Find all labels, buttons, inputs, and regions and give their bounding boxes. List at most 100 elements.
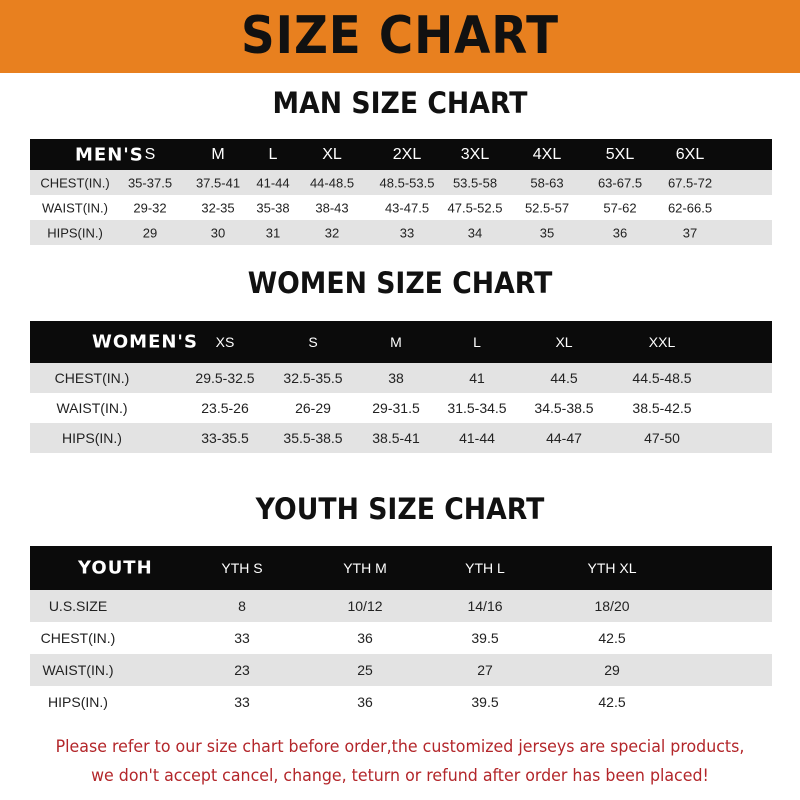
measurement-cell: 36 bbox=[612, 225, 628, 240]
measurement-cell: 38 bbox=[388, 370, 404, 386]
measurement-cell: 53.5-58 bbox=[452, 175, 498, 190]
measurement-cell: 38.5-41 bbox=[372, 430, 420, 446]
men-size-table: MEN'S S M L XL 2XL 3XL 4XL 5XL 6XL CHEST(IN.) 35-37… bbox=[30, 139, 772, 245]
measurement-cell: 34 bbox=[467, 225, 483, 240]
size-header-cell: YTH XL bbox=[587, 560, 637, 576]
measurement-cell: 35-37.5 bbox=[127, 175, 173, 190]
table-row: HIPS(IN.) 29 30 31 32 33 34 35 36 37 bbox=[30, 220, 772, 245]
measurement-cell: 39.5 bbox=[471, 630, 499, 646]
measurement-cell: 23 bbox=[234, 662, 250, 678]
measurement-cell: 39.5 bbox=[471, 694, 499, 710]
measurement-cell: 33-35.5 bbox=[201, 430, 249, 446]
table-row: WAIST(IN.) 23 25 27 29 bbox=[30, 654, 772, 686]
size-header-cell: L bbox=[268, 145, 278, 163]
measurement-cell: 32-35 bbox=[201, 200, 235, 215]
size-header-cell: 4XL bbox=[532, 145, 562, 163]
table-row: WAIST(IN.) 23.5-26 26-29 29-31.5 31.5-34.5 34… bbox=[30, 393, 772, 423]
table-title-cell: YOUTH bbox=[78, 557, 153, 579]
measurement-cell: 32 bbox=[324, 225, 340, 240]
measurement-cell: 36 bbox=[357, 630, 373, 646]
measurement-cell: 26-29 bbox=[295, 400, 331, 416]
measurement-cell: 48.5-53.5 bbox=[379, 175, 435, 190]
size-header-cell: XL bbox=[555, 334, 573, 350]
measurement-cell: 42.5 bbox=[598, 630, 626, 646]
measurement-cell: 31.5-34.5 bbox=[447, 400, 507, 416]
measurement-cell: 29-32 bbox=[133, 200, 167, 215]
measurement-cell: 38-43 bbox=[315, 200, 349, 215]
table-row: HIPS(IN.) 33-35.5 35.5-38.5 38.5-41 41-44 44-… bbox=[30, 423, 772, 453]
measurement-cell: 47-50 bbox=[644, 430, 680, 446]
banner-title: SIZE CHART bbox=[241, 6, 559, 66]
youth-size-table: YOUTH YTH S YTH M YTH L YTH XL U.S.SIZE 8 10/12… bbox=[30, 546, 772, 718]
size-header-cell: YTH M bbox=[343, 560, 387, 576]
measurement-cell: 58-63 bbox=[530, 175, 564, 190]
measurement-cell: 18/20 bbox=[594, 598, 630, 614]
women-size-table: WOMEN'S XS S M L XL XXL CHEST(IN.) 29.5-32.5 32.5… bbox=[30, 321, 772, 453]
measurement-cell: 34.5-38.5 bbox=[534, 400, 594, 416]
row-label: CHEST(IN.) bbox=[54, 370, 130, 386]
banner: SIZE CHART bbox=[0, 0, 800, 73]
table-row: CHEST(IN.) 29.5-32.5 32.5-35.5 38 41 44.5 44.5… bbox=[30, 363, 772, 393]
men-title: MAN SIZE CHART bbox=[272, 86, 528, 120]
measurement-cell: 33 bbox=[399, 225, 415, 240]
measurement-cell: 67.5-72 bbox=[667, 175, 713, 190]
row-label: HIPS(IN.) bbox=[47, 225, 103, 240]
size-header-cell: XS bbox=[215, 334, 235, 350]
women-title: WOMEN SIZE CHART bbox=[247, 266, 553, 300]
measurement-cell: 32.5-35.5 bbox=[283, 370, 343, 386]
measurement-cell: 14/16 bbox=[467, 598, 503, 614]
measurement-cell: 25 bbox=[357, 662, 373, 678]
measurement-cell: 10/12 bbox=[347, 598, 383, 614]
measurement-cell: 44.5-48.5 bbox=[632, 370, 692, 386]
measurement-cell: 35-38 bbox=[256, 200, 290, 215]
size-header-cell: YTH L bbox=[465, 560, 505, 576]
measurement-cell: 41-44 bbox=[459, 430, 495, 446]
row-label: HIPS(IN.) bbox=[48, 694, 108, 710]
measurement-cell: 42.5 bbox=[598, 694, 626, 710]
row-label: HIPS(IN.) bbox=[62, 430, 122, 446]
size-header-cell: M bbox=[211, 145, 225, 163]
measurement-cell: 35 bbox=[539, 225, 555, 240]
measurement-cell: 57-62 bbox=[603, 200, 637, 215]
notice-line-2: we don't accept cancel, change, teturn o… bbox=[91, 766, 709, 786]
measurement-cell: 44.5 bbox=[550, 370, 578, 386]
row-label: WAIST(IN.) bbox=[42, 200, 108, 215]
measurement-cell: 35.5-38.5 bbox=[283, 430, 343, 446]
table-row: HIPS(IN.) 33 36 39.5 42.5 bbox=[30, 686, 772, 718]
measurement-cell: 47.5-52.5 bbox=[447, 200, 503, 215]
table-title-cell: WOMEN'S bbox=[92, 331, 198, 353]
measurement-cell: 29 bbox=[142, 225, 158, 240]
size-header-cell: L bbox=[473, 334, 481, 350]
measurement-cell: 36 bbox=[357, 694, 373, 710]
measurement-cell: 44-48.5 bbox=[309, 175, 355, 190]
measurement-cell: 52.5-57 bbox=[524, 200, 570, 215]
table-row: CHEST(IN.) 35-37.5 37.5-41 41-44 44-48.5 48.5… bbox=[30, 170, 772, 195]
size-header-cell: 3XL bbox=[460, 145, 490, 163]
measurement-cell: 33 bbox=[234, 694, 250, 710]
row-label: WAIST(IN.) bbox=[56, 400, 128, 416]
youth-title: YOUTH SIZE CHART bbox=[255, 492, 545, 526]
measurement-cell: 23.5-26 bbox=[201, 400, 249, 416]
measurement-cell: 33 bbox=[234, 630, 250, 646]
measurement-cell: 62-66.5 bbox=[667, 200, 713, 215]
row-label: CHEST(IN.) bbox=[40, 175, 110, 190]
size-header-cell: S bbox=[308, 334, 318, 350]
measurement-cell: 29 bbox=[604, 662, 620, 678]
header-row: MEN'S S M L XL 2XL 3XL 4XL 5XL 6XL bbox=[30, 139, 772, 170]
measurement-cell: 41 bbox=[469, 370, 485, 386]
row-label: CHEST(IN.) bbox=[40, 630, 116, 646]
table-title-cell: MEN'S bbox=[75, 144, 144, 165]
table-row: WAIST(IN.) 29-32 32-35 35-38 38-43 43-47.5 47.… bbox=[30, 195, 772, 220]
size-header-cell: 2XL bbox=[392, 145, 422, 163]
table-row: CHEST(IN.) 33 36 39.5 42.5 bbox=[30, 622, 772, 654]
size-header-cell: 6XL bbox=[675, 145, 705, 163]
measurement-cell: 63-67.5 bbox=[597, 175, 643, 190]
measurement-cell: 29-31.5 bbox=[372, 400, 420, 416]
size-header-cell: XL bbox=[322, 145, 342, 163]
size-header-cell: S bbox=[144, 145, 156, 163]
header-row: YOUTH YTH S YTH M YTH L YTH XL bbox=[30, 546, 772, 590]
notice-line-1: Please refer to our size chart before or… bbox=[55, 737, 745, 757]
measurement-cell: 27 bbox=[477, 662, 493, 678]
measurement-cell: 38.5-42.5 bbox=[632, 400, 692, 416]
measurement-cell: 37.5-41 bbox=[195, 175, 241, 190]
